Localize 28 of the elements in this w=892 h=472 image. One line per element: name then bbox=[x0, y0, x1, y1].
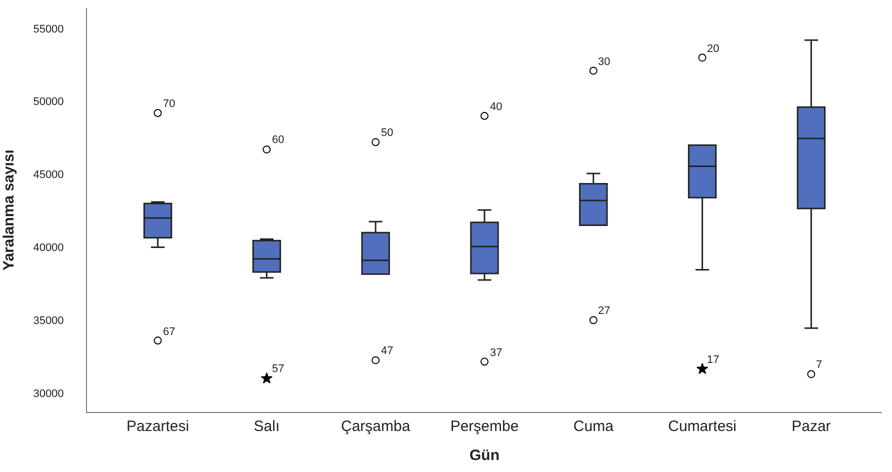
x-tick-label: Pazar bbox=[792, 418, 831, 435]
x-tick-label: Salı bbox=[254, 418, 280, 435]
x-tick-label: Cumartesi bbox=[668, 418, 736, 435]
annotation: 70 bbox=[163, 98, 176, 110]
annotation: 67 bbox=[163, 326, 176, 338]
y-tick-label: 40000 bbox=[33, 242, 64, 254]
annotation: 57 bbox=[272, 363, 284, 375]
x-tick-label: Cuma bbox=[573, 418, 614, 435]
annotation: 47 bbox=[381, 345, 394, 357]
annotation: 30 bbox=[598, 56, 610, 68]
y-tick-label: 35000 bbox=[33, 314, 64, 327]
annotation: 40 bbox=[490, 101, 502, 113]
y-tick-label: 50000 bbox=[33, 96, 64, 108]
annotation: 50 bbox=[381, 127, 394, 139]
annotation: 7 bbox=[816, 359, 822, 371]
annotation: 37 bbox=[490, 347, 502, 359]
annotation: 17 bbox=[707, 354, 720, 366]
annotation: 60 bbox=[272, 134, 284, 146]
y-tick-label: 45000 bbox=[33, 169, 64, 182]
y-tick-label: 30000 bbox=[33, 388, 64, 400]
x-tick-label: Pazartesi bbox=[126, 418, 190, 435]
y-tick-label: 55000 bbox=[33, 23, 64, 36]
x-tick-label: Perşembe bbox=[450, 418, 519, 435]
x-axis-title: Gün bbox=[470, 447, 500, 464]
y-axis-title: Yaralanma sayısı bbox=[0, 150, 18, 270]
x-tick-label: Çarşamba bbox=[341, 418, 411, 435]
annotation: 20 bbox=[707, 43, 720, 55]
annotation: 27 bbox=[598, 305, 610, 317]
